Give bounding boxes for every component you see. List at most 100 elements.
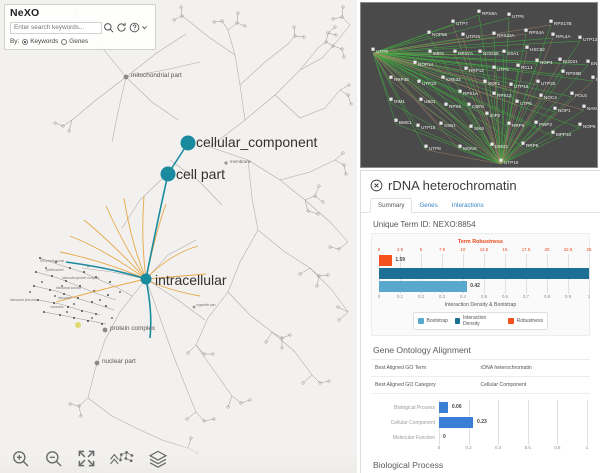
- gene-node[interactable]: [507, 121, 511, 125]
- node-label-ribosomal-subunit[interactable]: ribosomal subunit: [56, 286, 81, 290]
- node-label-ribosome[interactable]: ribosome: [58, 296, 72, 300]
- gene-node[interactable]: [551, 32, 555, 36]
- fit-content-icon[interactable]: [76, 448, 96, 468]
- gene-node[interactable]: [485, 111, 489, 115]
- help-icon[interactable]: [128, 21, 141, 34]
- gene-node[interactable]: [453, 49, 457, 53]
- gene-node[interactable]: [389, 97, 393, 101]
- node-label-organelle-part[interactable]: organelle part: [196, 303, 216, 307]
- gene-node[interactable]: [499, 158, 503, 162]
- ontology-network-graph[interactable]: [0, 0, 357, 473]
- radio-keywords-dot[interactable]: [22, 38, 29, 45]
- node-label-cellular-component[interactable]: cellular_component: [196, 134, 318, 150]
- gene-node[interactable]: [419, 97, 423, 101]
- gene-node[interactable]: [389, 75, 393, 79]
- node-label-ribosomal-precursor[interactable]: ribosomal precursor: [10, 298, 39, 302]
- gene-node[interactable]: [516, 63, 520, 67]
- term-detail-panel[interactable]: rDNA heterochromatin Summary Genes Inter…: [360, 170, 600, 473]
- gene-node[interactable]: [439, 121, 443, 125]
- gene-node[interactable]: [534, 120, 538, 124]
- gene-node[interactable]: [371, 47, 375, 51]
- radio-keywords[interactable]: Keywords: [22, 38, 58, 45]
- gene-node[interactable]: [492, 65, 496, 69]
- gene-network-graph[interactable]: UTP9 RPS8A UTP6 UTP7 RPS17B NOP56 UTP21 RPS22A R…: [361, 3, 598, 168]
- gene-node[interactable]: [444, 102, 448, 106]
- gene-node[interactable]: [483, 79, 487, 83]
- gene-node[interactable]: [536, 79, 540, 83]
- gene-node[interactable]: [558, 57, 562, 61]
- legend-item[interactable]: Robustness: [508, 318, 543, 324]
- gene-node[interactable]: [570, 91, 574, 95]
- zoom-out-icon[interactable]: [43, 448, 63, 468]
- search-icon[interactable]: [102, 21, 115, 34]
- node-label-90s-preribosome[interactable]: 90S preribosome: [40, 259, 65, 263]
- search-panel[interactable]: NeXO: [4, 4, 156, 50]
- gene-node[interactable]: [502, 49, 506, 53]
- detail-tabs[interactable]: Summary Genes Interactions: [361, 196, 600, 213]
- gene-node[interactable]: [549, 19, 553, 23]
- node-label-ribonucleoprotein-complex[interactable]: ribonucleoprotein complex: [62, 276, 100, 280]
- radio-genes[interactable]: Genes: [61, 38, 88, 45]
- gene-node[interactable]: [461, 32, 465, 36]
- gene-node[interactable]: [492, 31, 496, 35]
- gene-node[interactable]: [467, 102, 471, 106]
- gene-node[interactable]: [417, 79, 421, 83]
- gene-node[interactable]: [451, 19, 455, 23]
- gene-node[interactable]: [416, 123, 420, 127]
- zoom-in-icon[interactable]: [10, 448, 30, 468]
- radio-genes-dot[interactable]: [61, 38, 68, 45]
- node-label-cell-part[interactable]: cell part: [176, 166, 226, 182]
- gene-node[interactable]: [458, 89, 462, 93]
- gene-node[interactable]: [586, 59, 590, 63]
- collapse-network-icon[interactable]: [109, 448, 135, 468]
- gene-node[interactable]: [507, 12, 511, 16]
- network-toolbar[interactable]: [0, 443, 357, 473]
- gene-node[interactable]: [428, 49, 432, 53]
- gene-interaction-network-panel[interactable]: UTP9 RPS8A UTP6 UTP7 RPS17B NOP56 UTP21 RPS22A R…: [360, 2, 598, 168]
- tab-genes[interactable]: Genes: [419, 202, 438, 209]
- node-label-nucleolus[interactable]: nucleolus: [50, 305, 64, 309]
- refresh-icon[interactable]: [115, 21, 128, 34]
- gene-node[interactable]: [441, 75, 445, 79]
- gene-node[interactable]: [477, 9, 481, 13]
- gene-node[interactable]: [490, 142, 494, 146]
- gene-node[interactable]: [469, 124, 473, 128]
- gene-node[interactable]: [553, 106, 557, 110]
- gene-node[interactable]: [492, 91, 496, 95]
- gene-node[interactable]: [394, 118, 398, 122]
- node-label-membrane[interactable]: membrane: [230, 159, 251, 164]
- gene-node[interactable]: [578, 35, 582, 39]
- gene-node[interactable]: [551, 130, 555, 134]
- gene-node[interactable]: [591, 75, 595, 79]
- gene-node[interactable]: [413, 60, 417, 64]
- gene-node[interactable]: [458, 144, 462, 148]
- gene-node[interactable]: [524, 28, 528, 32]
- gene-node[interactable]: [509, 82, 513, 86]
- tab-summary[interactable]: Summary: [370, 198, 413, 213]
- layers-icon[interactable]: [148, 448, 168, 468]
- tab-interactions[interactable]: Interactions: [451, 202, 484, 209]
- gene-node[interactable]: [521, 141, 525, 145]
- gene-node[interactable]: [478, 49, 482, 53]
- gene-node[interactable]: [578, 122, 582, 126]
- gene-node[interactable]: [539, 93, 543, 97]
- legend-item[interactable]: Interaction Density: [454, 315, 501, 327]
- gene-node[interactable]: [561, 69, 565, 73]
- gene-node[interactable]: [515, 99, 519, 103]
- node-label-protein-complex[interactable]: protein complex: [110, 325, 156, 332]
- close-circle-icon[interactable]: [370, 179, 383, 192]
- search-input[interactable]: [10, 21, 102, 34]
- gene-node[interactable]: [525, 45, 529, 49]
- node-label-preribosome[interactable]: preribosome: [46, 268, 64, 272]
- gene-node[interactable]: [424, 144, 428, 148]
- gene-node[interactable]: [535, 58, 539, 62]
- gene-node[interactable]: [464, 66, 468, 70]
- gene-node[interactable]: [427, 30, 431, 34]
- chevron-down-icon[interactable]: [141, 21, 148, 34]
- node-label-nuclear-part[interactable]: nuclear part: [102, 358, 136, 365]
- node-label-intracellular[interactable]: intracellular: [155, 272, 227, 288]
- chart-legend[interactable]: Bootstrap Interaction Density Robustness: [413, 312, 548, 330]
- gene-node[interactable]: [582, 104, 586, 108]
- legend-item[interactable]: Bootstrap: [418, 318, 448, 324]
- node-label-mitochondrial-part[interactable]: mitochondrial part: [131, 72, 182, 79]
